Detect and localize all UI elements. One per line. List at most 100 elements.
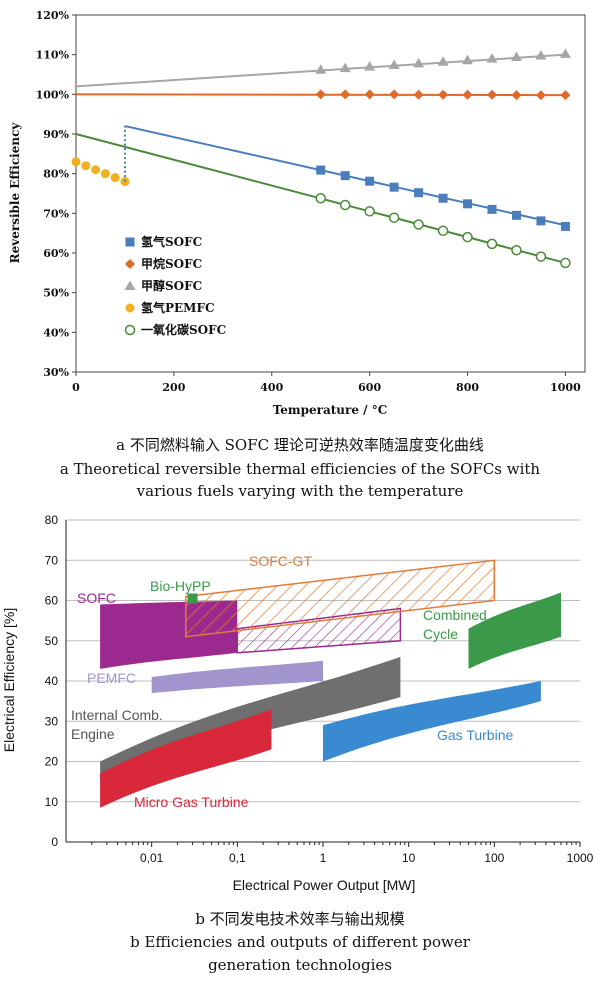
data-point	[340, 171, 350, 181]
caption-b-en-1: b Efficiencies and outputs of different …	[130, 933, 471, 951]
chart-a: 30% 40% 50% 60% 70% 80% 90% 100% 110% 120% 0 200 400…	[8, 9, 586, 417]
data-point	[340, 89, 351, 100]
chart-b-ticks: 0 10 20 30 40 50 60 70 80 0,01 0,1 1 10 100 1000	[45, 513, 594, 865]
data-point	[71, 157, 81, 167]
data-point	[110, 173, 120, 183]
caption-a-en-2: various fuels varying with the temperatu…	[136, 482, 464, 500]
caption-b-cn: b 不同发电技术效率与输出规模	[195, 910, 404, 928]
b-ytick-label: 10	[45, 795, 59, 809]
label-sofc: SOFC	[77, 590, 116, 606]
legend-label: 一氧化碳SOFC	[141, 322, 226, 337]
label-micro-gas-turbine: Micro Gas Turbine	[134, 794, 249, 810]
data-point	[389, 182, 399, 192]
data-point	[339, 199, 351, 211]
a-xtick-label: 1000	[550, 381, 581, 394]
legend-label: 氢气SOFC	[141, 234, 202, 249]
chart-a-legend: 氢气SOFC 甲烷SOFC 甲醇SOFC 氢气PEMFC 一氧化碳SOFC	[124, 234, 226, 337]
data-point	[535, 90, 546, 101]
legend-label: 甲烷SOFC	[141, 256, 202, 271]
data-point	[462, 54, 474, 65]
data-point	[364, 206, 375, 217]
a-ytick-label: 80%	[43, 168, 69, 181]
label-gas-turbine: Gas Turbine	[437, 727, 513, 743]
data-point	[413, 57, 425, 68]
chart-a-series	[71, 48, 571, 269]
a-xtick-label: 600	[358, 381, 381, 394]
data-point	[560, 257, 571, 269]
label-bio-hypp: Bio-HyPP	[150, 578, 211, 594]
data-point	[364, 89, 375, 100]
b-ytick-label: 80	[45, 513, 59, 527]
series-2	[75, 48, 571, 88]
legend-item: 一氧化碳SOFC	[124, 322, 226, 337]
data-point	[560, 90, 571, 101]
label-ice-1: Internal Comb.	[71, 707, 163, 723]
data-point	[559, 48, 571, 58]
series-3	[71, 157, 130, 187]
data-point	[487, 89, 498, 100]
data-point	[511, 90, 522, 101]
series-1	[75, 89, 571, 101]
legend-marker	[125, 237, 135, 247]
legend-item: 氢气PEMFC	[125, 300, 215, 315]
b-ytick-label: 20	[45, 755, 59, 769]
a-xtick-label: 400	[260, 381, 283, 394]
region-pemfc	[151, 660, 323, 694]
b-ytick-label: 60	[45, 594, 59, 608]
chart-b: 0 10 20 30 40 50 60 70 80 0,01 0,1 1 10 100 1000 Elect…	[1, 513, 594, 893]
data-point	[437, 56, 449, 66]
data-point	[364, 61, 376, 71]
a-ytick-label: 30%	[43, 366, 69, 379]
legend-item: 氢气SOFC	[125, 234, 202, 249]
b-ytick-label: 50	[45, 634, 59, 648]
data-point	[462, 231, 473, 243]
data-point	[91, 165, 101, 175]
a-ytick-label: 50%	[43, 287, 69, 300]
series-0	[124, 125, 570, 231]
data-point	[511, 210, 521, 220]
label-combined-cycle-1: Combined	[423, 607, 487, 623]
data-point	[414, 188, 424, 198]
data-point	[339, 62, 351, 73]
a-ytick-label: 40%	[43, 326, 69, 339]
data-point	[487, 204, 497, 214]
label-ice-2: Engine	[71, 726, 115, 742]
label-pemfc: PEMFC	[87, 670, 136, 686]
data-point	[388, 59, 400, 69]
data-point	[100, 169, 110, 179]
chart-b-regions	[100, 559, 561, 808]
region-gas-turbine	[323, 681, 541, 762]
caption-a-cn: a 不同燃料输入 SOFC 理论可逆热效率随温度变化曲线	[116, 436, 484, 454]
data-point	[536, 216, 546, 226]
chart-b-ylabel: Electrical Efficiency [%]	[1, 608, 17, 752]
data-point	[560, 221, 570, 231]
b-xtick-label: 0,01	[140, 851, 164, 865]
data-point	[463, 199, 473, 209]
caption-a-en-1: a Theoretical reversible thermal efficie…	[60, 460, 541, 478]
a-ytick-label: 70%	[43, 207, 69, 220]
chart-a-frame	[75, 14, 586, 373]
legend-item: 甲烷SOFC	[125, 256, 202, 271]
b-xtick-label: 10	[402, 851, 416, 865]
region-micro-gas-turbine	[100, 709, 272, 808]
legend-label: 氢气PEMFC	[141, 300, 215, 315]
data-point	[462, 89, 473, 100]
label-sofc-gt: SOFC-GT	[249, 553, 312, 569]
legend-marker	[125, 259, 135, 269]
b-xtick-label: 0,1	[229, 851, 246, 865]
legend-item: 甲醇SOFC	[124, 278, 202, 293]
a-xtick-label: 200	[162, 381, 185, 394]
data-point	[413, 219, 424, 230]
legend-marker	[125, 303, 135, 313]
data-point	[81, 161, 91, 171]
label-combined-cycle-2: Cycle	[423, 626, 458, 642]
data-point	[438, 193, 448, 203]
region-bio-hypp	[187, 593, 198, 604]
series-4	[75, 133, 571, 269]
legend-label: 甲醇SOFC	[141, 278, 202, 293]
data-point	[389, 89, 400, 100]
data-point	[437, 225, 449, 237]
legend-marker	[124, 280, 136, 290]
data-point	[511, 244, 522, 256]
